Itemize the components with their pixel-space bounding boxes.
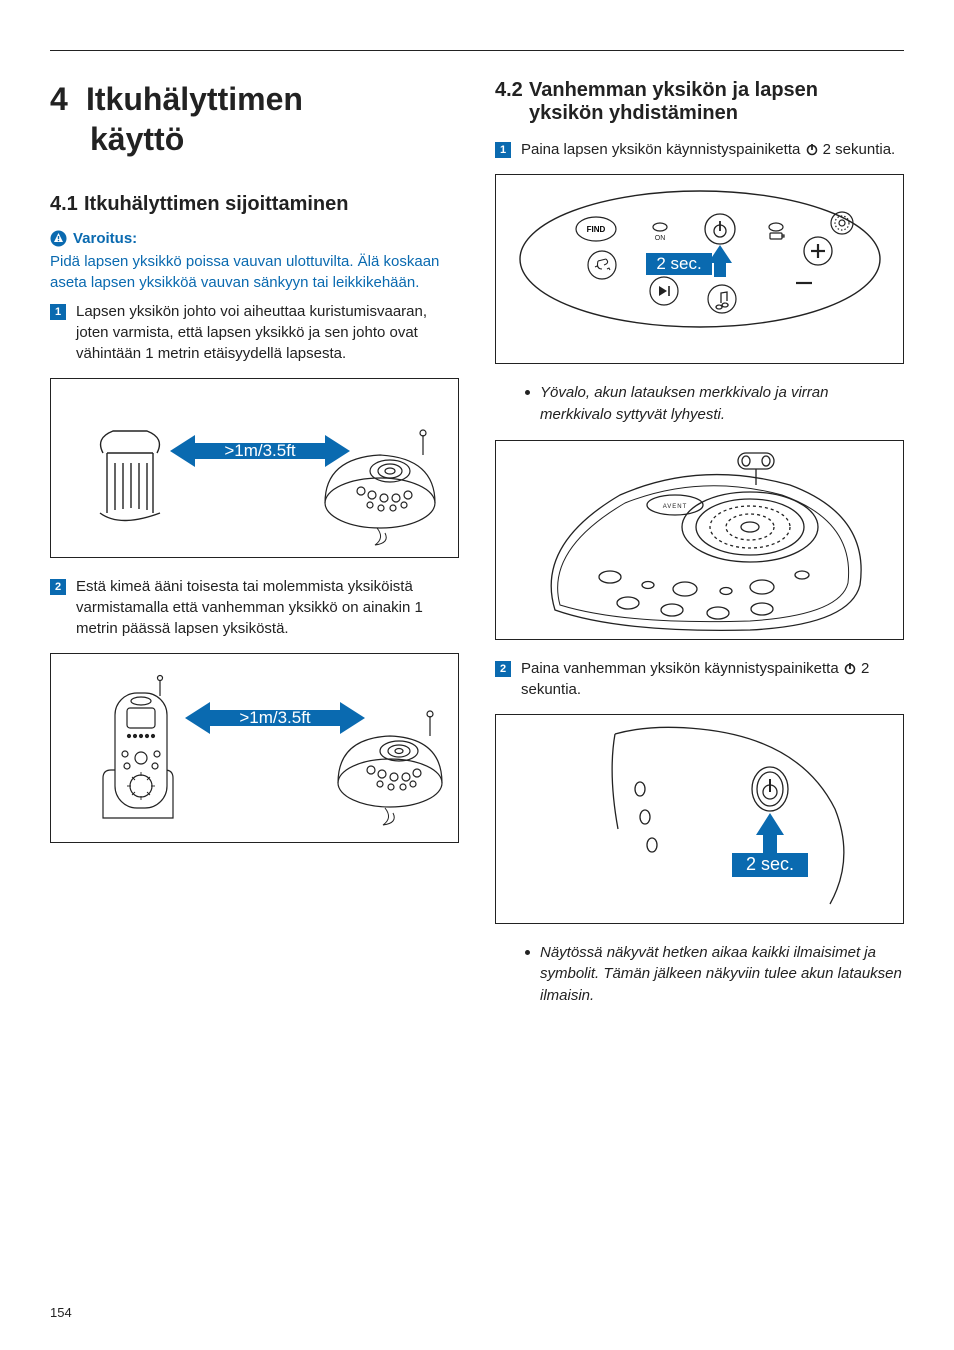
left-column: 4Itkuhälyttimen käyttö 4.1Itkuhälyttimen… [50,79,459,1017]
find-label: FIND [586,225,605,234]
figure-child-unit-top: AVENT [495,440,904,640]
figure-crib-distance: >1m/3.5ft [50,378,459,558]
music-button-icon [708,285,736,313]
power-icon [843,661,857,675]
play-button-icon [650,277,678,305]
base-unit-perspective-icon: AVENT [551,453,861,630]
find-button-icon: FIND [576,217,616,241]
figure-crib-distance-svg: >1m/3.5ft [65,383,445,553]
step-1-text-after: 2 sekuntia. [819,141,896,158]
duration-label-text: 2 sec. [745,854,793,874]
section-number: 4.1 [50,193,84,216]
power-button-icon [705,214,735,244]
warning-body: Pidä lapsen yksikkö poissa vauvan ulottu… [50,251,459,293]
parent-unit-outline-icon [612,727,844,904]
warning-label: Varoitus: [50,230,459,247]
two-column-layout: 4Itkuhälyttimen käyttö 4.1Itkuhälyttimen… [50,79,904,1017]
figure-child-unit-top-svg: AVENT [500,445,900,635]
step-1: 1 Lapsen yksikön johto voi aiheuttaa kur… [50,301,459,364]
distance-arrow-icon: >1m/3.5ft [185,702,365,734]
step-number-badge: 2 [50,579,66,595]
step-number-badge: 2 [495,661,511,677]
bullet-dot-icon [525,950,530,955]
step-2: 2 Estä kimeä ääni toisesta tai molemmist… [50,576,459,639]
on-label: ON [654,235,665,242]
brightness-icon [831,212,853,234]
chapter-title: 4Itkuhälyttimen käyttö [50,79,459,159]
power-icon [805,142,819,156]
top-rule [50,50,904,51]
page-number: 154 [50,1305,72,1320]
figure-child-unit-panel-svg: FIND ON [500,179,900,359]
step-2-text: Paina vanhemman yksikön käynnistyspainik… [521,658,904,700]
step-2: 2 Paina vanhemman yksikön käynnistyspain… [495,658,904,700]
svg-text:AVENT: AVENT [662,504,687,510]
on-indicator-icon: ON [653,223,667,242]
bullet-1: Yövalo, akun latauksen merkkivalo ja vir… [525,382,904,426]
bullet-dot-icon [525,390,530,395]
bullet-1-text: Yövalo, akun latauksen merkkivalo ja vir… [540,382,904,426]
step-number-badge: 1 [50,304,66,320]
section-title: Itkuhälyttimen sijoittaminen [84,193,453,216]
figure-units-distance: >1m/3.5ft [50,653,459,843]
duration-label-text: 2 sec. [656,254,701,273]
figure-parent-unit-power: 2 sec. [495,714,904,924]
bullet-2: Näytössä näkyvät hetken aikaa kaikki ilm… [525,942,904,1007]
right-column: 4.2Vanhemman yksikön ja lapsen yksikön y… [495,79,904,1017]
bullet-2-text: Näytössä näkyvät hetken aikaa kaikki ilm… [540,942,904,1007]
section-4-1-heading: 4.1Itkuhälyttimen sijoittaminen [50,193,459,216]
step-1-text: Lapsen yksikön johto voi aiheuttaa kuris… [76,301,459,364]
section-4-2-heading: 4.2Vanhemman yksikön ja lapsen yksikön y… [495,79,904,125]
warning-icon [50,230,67,247]
parent-unit-icon [103,676,173,819]
step-1: 1 Paina lapsen yksikön käynnistyspainike… [495,139,904,160]
press-arrow-icon [756,813,784,853]
duration-label: 2 sec. [646,253,712,275]
chapter-number: 4 [50,79,86,119]
step-1-text: Paina lapsen yksikön käynnistyspainikett… [521,139,895,160]
distance-label: >1m/3.5ft [239,708,311,727]
step-1-text-before: Paina lapsen yksikön käynnistyspainikett… [521,141,805,158]
figure-child-unit-panel: FIND ON [495,174,904,364]
battery-indicator-icon [769,223,784,239]
section-number: 4.2 [495,79,529,102]
step-2-text-before: Paina vanhemman yksikön käynnistyspainik… [521,660,843,677]
warning-label-text: Varoitus: [73,230,137,247]
lullaby-button-icon [588,251,616,279]
chapter-title-line2: käyttö [50,119,459,159]
duration-label: 2 sec. [732,853,808,877]
figure-units-distance-svg: >1m/3.5ft [65,658,445,838]
step-number-badge: 1 [495,142,511,158]
distance-label: >1m/3.5ft [224,441,296,460]
figure-parent-unit-power-svg: 2 sec. [500,719,900,919]
step-2-text: Estä kimeä ääni toisesta tai molemmista … [76,576,459,639]
base-unit-icon [338,711,442,825]
section-title: Vanhemman yksikön ja lapsen yksikön yhdi… [529,79,898,125]
chapter-title-line1: Itkuhälyttimen [86,81,303,117]
plus-button-icon [804,237,832,265]
crib-icon [100,431,160,521]
distance-arrow-icon: >1m/3.5ft [170,435,350,467]
